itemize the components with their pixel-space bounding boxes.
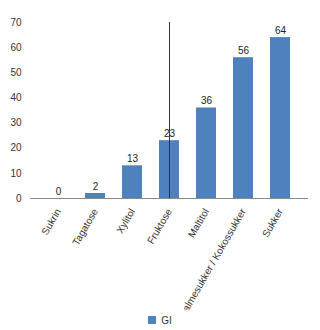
svg-text:Sukker: Sukker <box>260 206 285 239</box>
svg-text:10: 10 <box>10 168 22 179</box>
svg-text:0: 0 <box>16 193 22 204</box>
html-text:GI: GI <box>161 314 172 326</box>
svg-text:Sukrin: Sukrin <box>39 207 63 237</box>
svg-text:Xylitol: Xylitol <box>114 207 137 236</box>
svg-text:64: 64 <box>275 25 287 36</box>
svg-text:Fruktose: Fruktose <box>145 206 174 246</box>
svg-text:40: 40 <box>10 92 22 103</box>
svg-text:60: 60 <box>10 42 22 53</box>
svg-text:23: 23 <box>164 128 176 139</box>
svg-text:Palmesukker / Kokossukker: Palmesukker / Kokossukker <box>177 206 249 310</box>
svg-text:50: 50 <box>10 67 22 78</box>
svg-text:Maltitol: Maltitol <box>186 207 211 240</box>
svg-text:2: 2 <box>93 181 99 192</box>
svg-text:30: 30 <box>10 117 22 128</box>
svg-text:36: 36 <box>201 95 213 106</box>
svg-text:56: 56 <box>238 45 250 56</box>
svg-text:20: 20 <box>10 142 22 153</box>
svg-text:Tagatose: Tagatose <box>70 206 100 247</box>
svg-text:0: 0 <box>56 186 62 197</box>
svg-text:70: 70 <box>10 17 22 28</box>
svg-text:13: 13 <box>127 153 139 164</box>
